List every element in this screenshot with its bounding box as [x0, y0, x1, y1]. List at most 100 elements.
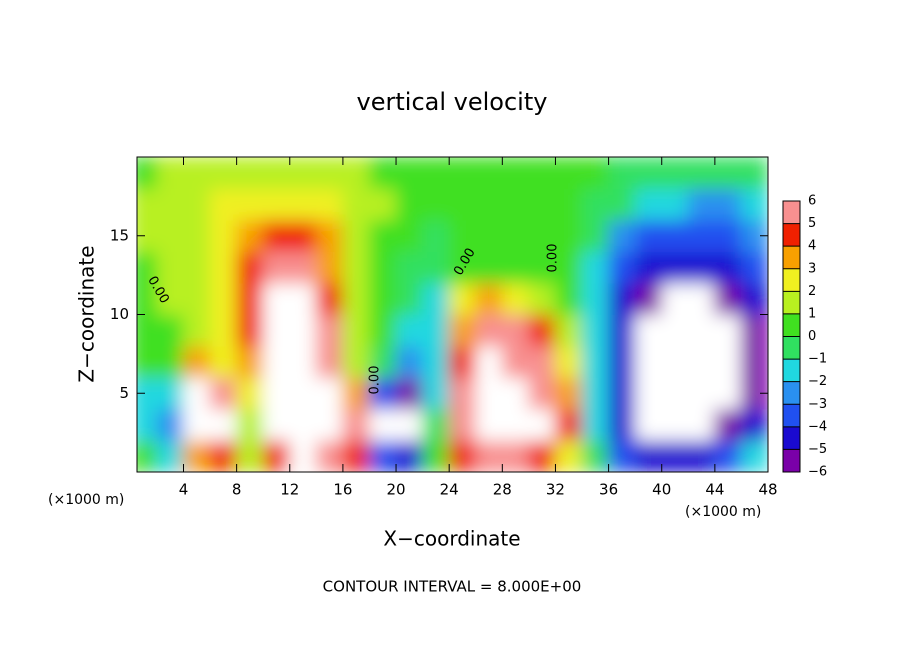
cell [289, 440, 317, 472]
cell [661, 251, 689, 284]
cell [236, 314, 264, 347]
colorbar-tick-label: −5 [808, 442, 827, 457]
cell [182, 188, 211, 221]
cell [262, 219, 291, 252]
cell [581, 219, 610, 252]
cell [368, 314, 397, 347]
cell [262, 251, 291, 284]
cell [262, 188, 291, 221]
cell [236, 188, 264, 221]
cell [209, 345, 238, 378]
cell [156, 377, 184, 410]
colorbar-tick-label: −2 [808, 374, 827, 389]
cell [448, 377, 477, 410]
cell [475, 408, 503, 441]
cell [634, 408, 663, 441]
cell [554, 377, 583, 410]
cell [262, 377, 291, 410]
cell [315, 408, 344, 441]
cell [714, 345, 742, 378]
x-tick-label: 40 [652, 481, 671, 499]
contour-label: 0.00 [546, 244, 561, 273]
cell [581, 251, 610, 284]
cell [501, 188, 530, 221]
cell [608, 314, 636, 347]
cell [608, 251, 636, 284]
cell [137, 282, 158, 315]
cell [448, 345, 477, 378]
cell [209, 219, 238, 252]
cell [740, 440, 768, 472]
cell [368, 188, 397, 221]
cell [342, 440, 370, 472]
cell [714, 157, 742, 189]
cell [289, 157, 317, 189]
cell [634, 282, 663, 315]
cell [554, 219, 583, 252]
cell [262, 282, 291, 315]
cell [528, 282, 556, 315]
cell [156, 408, 184, 441]
cell [634, 251, 663, 284]
cell [315, 345, 344, 378]
cell [661, 408, 689, 441]
cell [182, 251, 211, 284]
cell [581, 314, 610, 347]
cell [137, 157, 158, 189]
cell [448, 440, 477, 472]
colorbar-tick-label: 0 [808, 329, 816, 344]
cell [581, 157, 610, 189]
cell [289, 314, 317, 347]
cell [395, 219, 424, 252]
x-tick-label: 32 [546, 481, 565, 499]
cell [422, 345, 450, 378]
cell [209, 251, 238, 284]
cell [448, 219, 477, 252]
cell [422, 188, 450, 221]
cell [634, 345, 663, 378]
cell [395, 408, 424, 441]
cell [634, 377, 663, 410]
cell [687, 219, 716, 252]
cell [289, 188, 317, 221]
cell [634, 440, 663, 472]
cell [634, 188, 663, 221]
cell [395, 314, 424, 347]
cell [554, 188, 583, 221]
colorbar-swatch [783, 313, 800, 337]
cell [422, 157, 450, 189]
cell [608, 377, 636, 410]
cell [262, 408, 291, 441]
cell [182, 345, 211, 378]
x-tick-label: 8 [232, 481, 242, 499]
cell [422, 440, 450, 472]
cell [528, 157, 556, 189]
cell [475, 157, 503, 189]
cell [714, 282, 742, 315]
cell [182, 157, 211, 189]
cell [634, 314, 663, 347]
cell [289, 345, 317, 378]
cell [368, 157, 397, 189]
cell [554, 345, 583, 378]
cell [528, 440, 556, 472]
cell [236, 251, 264, 284]
cell [714, 314, 742, 347]
cell [395, 282, 424, 315]
cell [714, 188, 742, 221]
colorbar-swatch [783, 201, 800, 224]
cell [182, 377, 211, 410]
colorbar-swatch [783, 291, 800, 314]
colorbar-swatch [783, 359, 800, 382]
cell [289, 219, 317, 252]
x-axis-label: X−coordinate [383, 527, 520, 551]
cell [182, 408, 211, 441]
cell [448, 188, 477, 221]
cell [422, 408, 450, 441]
x-tick-label: 16 [333, 481, 352, 499]
cell [395, 251, 424, 284]
cell [315, 219, 344, 252]
cell [422, 377, 450, 410]
cell [475, 377, 503, 410]
x-tick-label: 20 [386, 481, 405, 499]
